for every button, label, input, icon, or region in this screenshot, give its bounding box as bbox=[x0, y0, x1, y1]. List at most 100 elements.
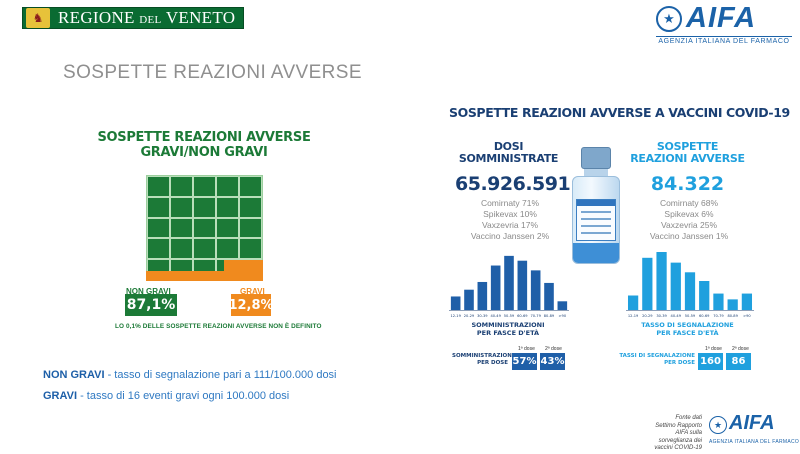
waffle-chart-title: SOSPETTE REAZIONI AVVERSE GRAVI/NON GRAV… bbox=[94, 130, 314, 160]
waffle-gravi-segment bbox=[146, 271, 263, 281]
list-item: Vaxzevria 17% bbox=[481, 220, 539, 230]
tick-label: 60-69 bbox=[699, 314, 710, 318]
reazioni-header-line2: REAZIONI AVVERSE bbox=[630, 152, 745, 165]
waffle-cell bbox=[239, 238, 262, 260]
reazioni-total: 84.322 bbox=[650, 173, 725, 195]
bar-30-39 bbox=[477, 281, 488, 310]
caption-line1: TASSO DI SEGNALAZIONE bbox=[641, 321, 734, 329]
list-item: Spikevax 10% bbox=[483, 209, 537, 219]
bar-70-79 bbox=[530, 270, 541, 310]
tick-label: 30-39 bbox=[477, 314, 488, 318]
dosi-header-line1: DOSI bbox=[493, 140, 524, 153]
list-item: Comirnaty 71% bbox=[480, 198, 540, 208]
vaccine-vial-icon bbox=[567, 147, 625, 265]
aifa-subtitle: AGENZIA ITALIANA DEL FARMACO bbox=[709, 439, 800, 445]
reazioni-per-dose-label: TASSI DI SEGNALAZIONE PER DOSE bbox=[615, 353, 695, 367]
italy-emblem-icon: ★ bbox=[709, 416, 727, 434]
dosi-dose1-head: 1ª dose bbox=[518, 346, 535, 352]
tick-label: 70-79 bbox=[713, 314, 724, 318]
reazioni-dose1-value: 160 bbox=[698, 353, 723, 370]
bar-40-49 bbox=[490, 265, 501, 310]
waffle-cell bbox=[216, 176, 239, 197]
reazioni-dose2-value: 86 bbox=[726, 353, 751, 370]
waffle-cell bbox=[193, 196, 216, 218]
regione-veneto-logo: ♞ REGIONE DEL VENETO bbox=[22, 7, 244, 29]
dosi-header-line2: SOMMINISTRATE bbox=[458, 152, 559, 165]
waffle-cell bbox=[239, 176, 262, 197]
tick-label: 40-49 bbox=[671, 314, 682, 318]
dosi-dose2-value: 43% bbox=[540, 353, 565, 370]
list-item: Vaccino Janssen 2% bbox=[470, 231, 550, 241]
caption-line2: PER FASCE D'ETÀ bbox=[476, 329, 540, 337]
dosi-total: 65.926.591 bbox=[455, 173, 571, 195]
region-name: REGIONE DEL VENETO bbox=[58, 8, 236, 27]
source-line1: Fonte dati bbox=[675, 415, 702, 421]
source-line3: sorveglianza dei vaccini COVID-19 bbox=[654, 437, 702, 452]
waffle-cell bbox=[193, 238, 216, 260]
bar-80-89 bbox=[727, 299, 738, 310]
bar-60-69 bbox=[517, 260, 528, 310]
non-gravi-value-badge: 87,1% bbox=[125, 294, 177, 316]
tick-label: 20-29 bbox=[642, 314, 653, 318]
aifa-subtitle: AGENZIA ITALIANA DEL FARMACO bbox=[658, 38, 790, 45]
waffle-cell bbox=[216, 217, 239, 239]
reazioni-header-line1: SOSPETTE bbox=[656, 140, 719, 153]
aifa-footer-logo: ★ AIFA AGENZIA ITALIANA DEL FARMACO bbox=[709, 412, 800, 448]
lion-emblem-icon: ♞ bbox=[26, 8, 50, 28]
caption-line2: PER FASCE D'ETÀ bbox=[656, 329, 719, 337]
dosi-header: DOSI SOMMINISTRATE bbox=[455, 141, 562, 165]
aifa-logo: ★ AIFA AGENZIA ITALIANA DEL FARMACO bbox=[654, 2, 794, 52]
list-item: Comirnaty 68% bbox=[659, 198, 719, 208]
label-line1: TASSI DI SEGNALAZIONE bbox=[619, 353, 695, 359]
tick-label: 50-59 bbox=[504, 314, 515, 318]
dosi-chart-caption: SOMMINISTRAZIONI PER FASCE D'ETÀ bbox=[453, 321, 563, 337]
bar-50-59 bbox=[684, 272, 696, 310]
tick-label: 40-49 bbox=[490, 314, 501, 318]
tick-label: >90 bbox=[743, 314, 751, 318]
waffle-cell bbox=[170, 217, 193, 239]
bar->90 bbox=[741, 293, 753, 310]
list-item: Vaxzevria 25% bbox=[660, 220, 718, 230]
waffle-cell bbox=[239, 217, 262, 239]
page-title: SOSPETTE REAZIONI AVVERSE bbox=[63, 62, 362, 83]
reazioni-chart-caption: TASSO DI SEGNALAZIONE PER FASCE D'ETÀ bbox=[630, 321, 745, 337]
bar-80-89 bbox=[544, 282, 554, 310]
non-gravi-label: NON GRAVI bbox=[126, 287, 171, 296]
waffle-cell bbox=[147, 217, 170, 239]
tick-label: 12-19 bbox=[628, 314, 639, 318]
divider bbox=[656, 36, 792, 37]
waffle-cell bbox=[216, 196, 239, 218]
waffle-gravi-corner bbox=[224, 260, 263, 281]
label-line2: PER DOSE bbox=[664, 360, 695, 366]
tick-label: 50-59 bbox=[685, 314, 696, 318]
source-line2: Settimo Rapporto AIFA sulla bbox=[655, 422, 702, 437]
waffle-cell bbox=[147, 238, 170, 260]
dosi-dose2-head: 2ª dose bbox=[545, 346, 562, 352]
tick-label: 60-69 bbox=[517, 314, 528, 318]
waffle-title-line1: SOSPETTE REAZIONI AVVERSE bbox=[97, 130, 311, 145]
reazioni-vaccine-list: Comirnaty 68% Spikevax 6% Vaxzevria 25% … bbox=[637, 198, 741, 242]
tick-label: 20-29 bbox=[464, 314, 475, 318]
label-line2: PER DOSE bbox=[477, 360, 508, 366]
caption-line1: SOMMINISTRAZIONI bbox=[471, 321, 545, 329]
tick-label: >90 bbox=[559, 314, 567, 318]
bar-30-39 bbox=[656, 252, 667, 310]
waffle-chart bbox=[146, 175, 263, 281]
non-gravi-rate: NON GRAVI - tasso di segnalazione pari a… bbox=[43, 369, 337, 381]
dosi-per-dose-label: SOMMINISTRAZIONI PER DOSE bbox=[452, 353, 514, 367]
tick-label: 30-39 bbox=[656, 314, 667, 318]
undefined-note: LO 0,1% DELLE SOSPETTE REAZIONI AVVERSE … bbox=[115, 323, 322, 330]
label-line1: SOMMINISTRAZIONI bbox=[452, 353, 514, 359]
list-item: Vaccino Janssen 1% bbox=[649, 231, 729, 241]
source-note: Fonte dati Settimo Rapporto AIFA sulla s… bbox=[642, 415, 702, 453]
infographic-title: SOSPETTE REAZIONI AVVERSE A VACCINI COVI… bbox=[449, 105, 790, 120]
bar-40-49 bbox=[670, 262, 681, 310]
waffle-cell bbox=[147, 176, 170, 197]
reazioni-dose1-head: 1ª dose bbox=[705, 346, 722, 352]
bar-70-79 bbox=[713, 293, 724, 310]
waffle-cell bbox=[147, 196, 170, 218]
waffle-cell bbox=[239, 196, 262, 218]
bar-20-29 bbox=[464, 289, 474, 310]
tick-label: 80-89 bbox=[727, 314, 738, 318]
tick-label: 12-19 bbox=[450, 314, 461, 318]
